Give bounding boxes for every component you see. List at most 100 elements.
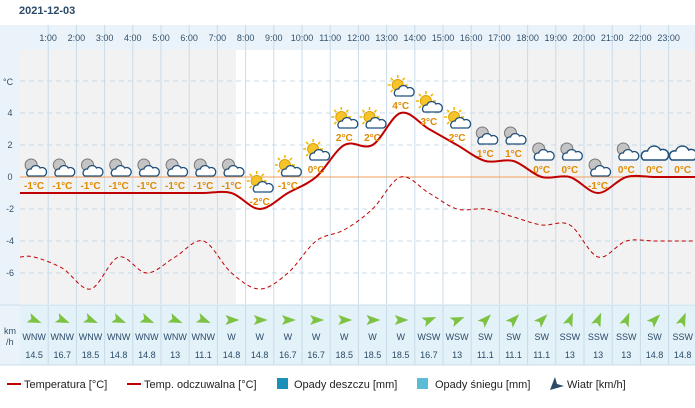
wind-speed-label: 14.8 [251, 350, 269, 360]
sun-ray [446, 121, 450, 125]
wind-speed-label: 18.5 [336, 350, 354, 360]
temperature-data-label: 1°C [505, 149, 522, 160]
wind-arrow-icon [619, 312, 630, 328]
wind-arrow-icon [449, 316, 465, 327]
sun-ray [277, 169, 281, 173]
wind-speed-label: 13 [593, 350, 603, 360]
cloud-shape [252, 180, 274, 193]
cloud-shape [54, 164, 76, 177]
temperature-data-label: -1°C [588, 181, 608, 192]
moon-cloud-icon [24, 158, 48, 177]
legend-snow-swatch [417, 378, 428, 389]
temperature-data-label: 0°C [674, 165, 691, 176]
hour-label: 8:00 [237, 33, 255, 43]
legend-temperature-label: Temperatura [°C] [24, 379, 107, 391]
sun-ray [317, 141, 321, 145]
wind-direction-label: W [255, 332, 264, 342]
hour-label: 22:00 [629, 33, 652, 43]
wind-arrow-icon [54, 313, 70, 324]
legend-rain-swatch [277, 378, 288, 389]
wind-arrow-shape [533, 314, 548, 328]
temperature-data-label: 2°C [364, 133, 381, 144]
temperature-data-label: 0°C [533, 165, 550, 176]
wind-arrow-icon [505, 314, 520, 328]
wind-speed-label: 13 [170, 350, 180, 360]
sun-ray [390, 77, 394, 81]
wind-arrow-icon [225, 315, 240, 325]
sun-ray [277, 157, 281, 161]
wind-axis-unit-top: km [4, 326, 16, 336]
hour-label: 4:00 [124, 33, 142, 43]
hour-label: 16:00 [460, 33, 483, 43]
hour-label: 1:00 [39, 33, 57, 43]
hour-label: 7:00 [209, 33, 227, 43]
wind-arrow-shape [675, 312, 686, 328]
sun-cloud-icon [415, 91, 444, 113]
wind-arrow-shape [646, 314, 661, 328]
wind-direction-label: SW [534, 332, 549, 342]
sun-ray [249, 185, 253, 189]
cloud-shape [450, 116, 472, 129]
cloud-shape [138, 164, 161, 177]
hour-label: 6:00 [180, 33, 198, 43]
wind-arrow-shape [394, 315, 409, 325]
wind-speed-label: 13 [621, 350, 631, 360]
wind-arrow-icon [139, 313, 155, 324]
cloud-shape [195, 164, 217, 177]
wind-arrow-icon [394, 315, 409, 325]
wind-arrow-icon [195, 313, 211, 324]
left-axis-band [0, 50, 20, 365]
sun-ray [361, 109, 366, 113]
wind-direction-label: W [284, 332, 293, 342]
wind-direction-label: SSW [588, 332, 609, 342]
sun-cloud-icon [303, 139, 331, 161]
feels-like-series-line [20, 176, 695, 290]
cloud-shape [365, 116, 387, 129]
wind-arrow-icon [477, 314, 491, 328]
sun-cloud-icon [444, 107, 472, 129]
wind-arrow-icon [26, 313, 42, 324]
wind-direction-label: W [340, 332, 349, 342]
hour-label: 18:00 [516, 33, 539, 43]
moon-cloud-icon [588, 158, 612, 177]
wind-speed-label: 14.5 [25, 350, 43, 360]
sun-ray [373, 109, 378, 113]
hour-label: 12:00 [347, 33, 370, 43]
cloud-shape [618, 148, 640, 161]
temperature-data-label: 3°C [421, 117, 438, 128]
wind-speed-label: 16.7 [54, 350, 72, 360]
hour-label: 21:00 [601, 33, 624, 43]
wind-axis-unit-bottom: /h [6, 337, 14, 347]
hour-label: 3:00 [96, 33, 114, 43]
wind-speed-label: 11.1 [533, 350, 550, 360]
temperature-data-label: -1°C [109, 181, 129, 192]
cloud-shape [421, 100, 444, 113]
hour-label: 2:00 [68, 33, 86, 43]
moon-cloud-icon [532, 142, 555, 161]
hour-label: 20:00 [573, 33, 596, 43]
temperature-data-label: 2°C [336, 133, 353, 144]
wind-speed-label: 13 [565, 350, 575, 360]
wind-direction-label: SSW [560, 332, 581, 342]
temperature-series-line [20, 111, 695, 211]
cloud-shape [668, 145, 695, 161]
wind-direction-label: W [368, 332, 377, 342]
wind-arrow-icon [253, 315, 268, 325]
sun-ray [361, 121, 366, 125]
cloud-shape [26, 164, 48, 177]
forecast-date: 2021-12-03 [19, 5, 76, 17]
wind-arrow-shape [505, 314, 520, 328]
legend-wind-arrow-icon [550, 377, 564, 390]
cloud-shape [82, 164, 104, 177]
sun-ray [402, 77, 406, 81]
hour-label: 19:00 [545, 33, 568, 43]
sun-cloud-icon [359, 107, 387, 129]
wind-speed-label: 11.1 [505, 350, 522, 360]
wind-direction-label: SSW [672, 332, 693, 342]
hour-label: 14:00 [404, 33, 427, 43]
wind-direction-label: SW [506, 332, 521, 342]
sun-ray [333, 121, 337, 125]
sun-ray [249, 173, 253, 177]
wind-speed-label: 18.5 [392, 350, 410, 360]
